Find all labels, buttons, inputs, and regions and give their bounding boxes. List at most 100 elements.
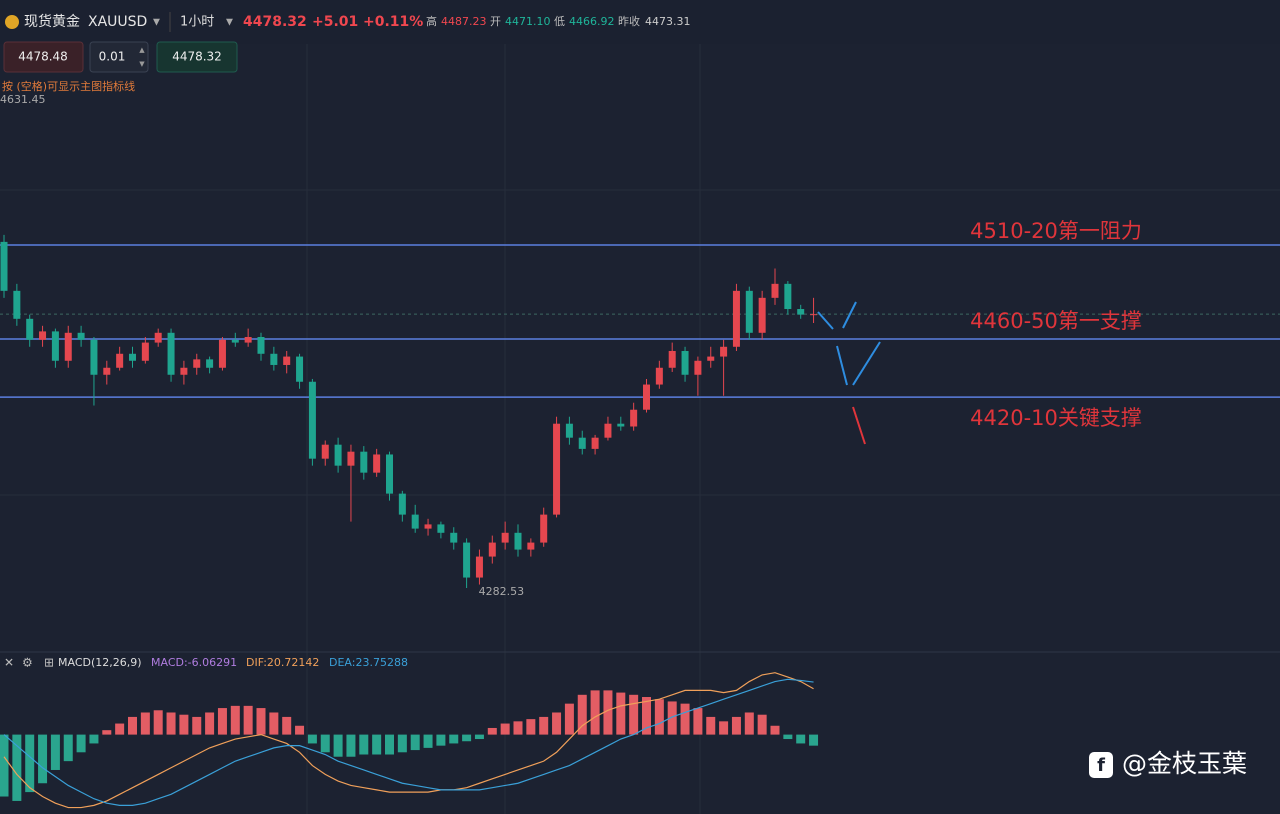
candle-body <box>218 339 226 368</box>
low: 4466.92 <box>569 15 615 28</box>
macd-bar <box>436 734 446 746</box>
candle-body <box>193 359 201 368</box>
candle-body <box>206 359 214 368</box>
macd-bar <box>243 705 253 735</box>
candle-body <box>334 444 342 466</box>
candle-body <box>283 356 291 365</box>
macd-bar <box>63 734 73 762</box>
spin-up[interactable]: ▲ <box>139 46 145 54</box>
macd-bar <box>783 734 793 740</box>
candle-body <box>360 451 368 473</box>
candle-body <box>103 367 111 375</box>
hint: 按 (空格)可显示主图指标线 <box>2 79 135 93</box>
candle-body <box>411 514 419 529</box>
macd-line <box>3 672 814 809</box>
sell-button[interactable] <box>3 41 84 73</box>
macd-bar <box>744 712 754 735</box>
macd-bar <box>564 703 574 735</box>
candle-body <box>758 297 766 333</box>
candle-body <box>296 356 304 382</box>
macd-bar <box>410 734 420 751</box>
macd-bar <box>166 712 176 735</box>
macd-bar <box>719 721 729 735</box>
buy-price[interactable]: 4478.32 <box>172 50 222 64</box>
dropdown[interactable]: ▼ <box>153 18 160 28</box>
dropdown[interactable]: ▼ <box>226 18 233 28</box>
candle-body <box>90 339 98 375</box>
macd-bar <box>397 734 407 753</box>
settings-icon[interactable]: ⚙ <box>22 656 33 670</box>
candle-body <box>784 283 792 310</box>
macd-bar <box>667 701 677 735</box>
candle-body <box>77 332 85 340</box>
candle-body <box>270 353 278 365</box>
macd-bar <box>192 716 202 735</box>
candle-body <box>244 336 252 343</box>
macd-bar <box>577 694 587 735</box>
candle-body <box>424 524 432 529</box>
candle-body <box>745 290 753 333</box>
candle-body <box>668 350 676 368</box>
candle-body <box>578 437 586 449</box>
macd-bar <box>372 734 382 755</box>
macd-bar <box>449 734 459 744</box>
macd-bar <box>526 719 536 735</box>
candle-body <box>732 290 740 347</box>
buy-button[interactable] <box>156 41 238 73</box>
symbol-name[interactable]: 现货黄金 <box>24 13 80 30</box>
candle-body <box>116 353 124 368</box>
candle-body <box>129 353 136 361</box>
candle-body <box>64 332 72 361</box>
macd-bar <box>552 712 562 735</box>
candle-body <box>591 437 599 449</box>
macd-bar <box>603 690 613 735</box>
candle-body <box>694 360 702 375</box>
macd-value: MACD:-6.06291 <box>151 656 237 669</box>
macd-bar <box>629 694 639 735</box>
candle-body <box>720 346 728 357</box>
macd-bar <box>474 734 484 740</box>
arrows <box>817 301 881 445</box>
macd-bar <box>796 734 806 744</box>
prev-label: 昨收 <box>618 14 640 28</box>
macd-bar <box>513 721 523 735</box>
candle-body <box>681 350 689 375</box>
candle-body <box>437 524 445 533</box>
candle-body <box>553 423 561 515</box>
macd-bar <box>205 712 215 735</box>
candle-body <box>13 290 21 319</box>
macd-bar <box>809 734 819 746</box>
macd-bar <box>153 710 163 735</box>
macd-bar <box>359 734 369 755</box>
lot-input[interactable] <box>89 41 149 73</box>
sell-price[interactable]: 4478.48 <box>18 50 68 64</box>
annotation: 4460-50第一支撑 <box>970 309 1142 333</box>
candle-body <box>26 318 34 340</box>
candle-body <box>475 556 483 578</box>
lot[interactable]: 0.01 <box>99 50 126 64</box>
macd-bar <box>0 734 9 797</box>
macd-bar <box>346 734 356 757</box>
spin-down[interactable]: ▼ <box>139 60 145 68</box>
macd-bar <box>487 727 497 735</box>
expand-icon[interactable]: ⊞ <box>44 656 54 670</box>
open: 4471.10 <box>505 15 551 28</box>
interval[interactable]: 1小时 <box>180 15 214 30</box>
open-label: 开 <box>490 15 501 28</box>
close-icon[interactable]: ✕ <box>4 656 14 670</box>
candle-body <box>308 381 316 459</box>
symbol[interactable]: XAUUSD <box>88 14 147 30</box>
macd-bar <box>38 734 48 784</box>
macd-bar <box>76 734 86 753</box>
macd-bar <box>102 730 112 735</box>
macd-bar <box>282 716 292 735</box>
candle-body <box>463 542 471 578</box>
candle-body <box>488 542 496 557</box>
candle-body <box>810 314 818 316</box>
dif-value: DIF:20.72142 <box>246 656 319 669</box>
candle-body <box>257 336 265 354</box>
macd-bar <box>462 734 472 742</box>
macd-bar <box>307 734 317 744</box>
macd-bar <box>706 716 716 735</box>
macd-bar <box>128 716 137 735</box>
